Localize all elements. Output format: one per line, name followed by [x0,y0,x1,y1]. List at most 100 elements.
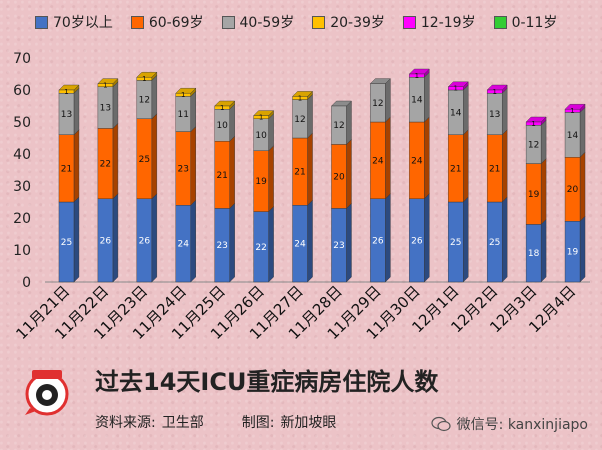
data-label: 1 [492,88,496,96]
data-label: 12 [139,96,150,106]
bar-segment [525,121,542,126]
bar-segment-side [73,129,80,203]
bar-segment-side [307,132,313,206]
data-label: 19 [528,190,540,200]
legend-item: 60-69岁 [130,12,204,32]
legend-swatch [402,15,416,29]
bar-segment-side [385,193,391,283]
bar-segment-side [190,199,196,283]
data-label: 18 [528,249,540,259]
bar-segment-side [540,218,547,283]
bar-segment-side [501,129,508,203]
data-label: 22 [100,160,111,170]
y-tick-label: 30 [13,179,31,195]
wechat-icon [431,416,451,432]
y-tick-label: 10 [13,243,31,259]
legend-label: 12-19岁 [420,15,476,31]
data-label: 25 [489,238,500,248]
bar-segment-side [579,215,586,283]
data-label: 23 [178,164,189,174]
bar-segment [564,108,581,113]
data-label: 11 [178,110,189,120]
bar-segment [97,83,114,87]
data-label: 1 [298,94,302,102]
chart-title: 过去14天ICU重症病房住院人数 [95,368,439,396]
legend-item: 70岁以上 [35,12,113,32]
data-label: 13 [61,110,72,120]
bar-segment [370,83,386,123]
data-label: 23 [216,241,227,251]
data-label: 21 [450,164,461,174]
data-label: 1 [181,91,185,99]
data-label: 1 [64,88,68,96]
bar-segment-side [385,78,391,123]
data-label: 24 [372,156,384,166]
data-label: 26 [411,236,423,246]
bar-segment [58,89,75,94]
bar-segment-side [268,145,274,213]
bar-segment-side [190,90,196,133]
bar-segment-side [463,196,469,283]
data-label: 12 [528,140,539,150]
bar-segment-side [190,126,196,206]
data-label: 25 [450,238,461,248]
data-label: 1 [103,82,107,90]
data-label: 25 [61,238,72,248]
y-tick-label: 70 [13,51,31,67]
source-label: 资料来源: [95,415,156,431]
bar-segment-side [151,113,158,200]
legend-item: 12-19岁 [402,12,476,32]
data-label: 26 [372,236,384,246]
data-label: 1 [259,114,263,122]
bar-segment-side [151,74,158,120]
data-label: 1 [142,75,146,83]
data-label: 1 [531,120,535,128]
legend-swatch [130,15,144,29]
data-label: 1 [454,85,458,93]
bar-segment [253,115,269,119]
data-label: 12 [372,99,383,109]
bar-segment [448,86,464,91]
made-value: 新加坡眼 [280,415,337,431]
bar-segment-side [579,151,586,222]
bar-segment-side [424,116,430,200]
legend-label: 0-11岁 [511,15,558,31]
legend-label: 40-59岁 [239,15,295,31]
data-label: 21 [294,168,305,178]
bar-segment-side [268,206,274,283]
bar-segment-side [112,81,119,129]
wechat-id: 微信号: kanxinjiapo [431,414,588,434]
data-label: 22 [255,243,266,253]
data-label: 24 [178,240,190,250]
data-label: 14 [567,131,579,141]
bar-segment-side [307,199,313,283]
made-label: 制图: [241,415,275,431]
bar-segment-side [229,135,235,209]
legend-swatch [35,15,48,29]
legend: 70岁以上 60-69岁 40-59岁 20-39岁 12-19岁 0-11岁 [35,12,557,32]
y-tick-label: 20 [13,211,31,227]
data-label: 19 [255,177,267,187]
data-label: 20 [567,185,579,195]
data-label: 1 [570,107,574,115]
data-label: 14 [411,96,423,106]
chart: 010203040506070252113111月21日262213111月22… [12,51,590,343]
bar-segment-side [307,94,313,139]
data-label: 23 [333,241,344,251]
data-label: 25 [139,155,150,165]
bar-segment-side [73,87,80,136]
bar-segment-side [112,122,119,200]
data-label: 21 [61,164,72,174]
bar-segment [486,89,503,94]
data-label: 26 [100,236,112,246]
bar-segment-side [463,84,469,136]
y-tick-label: 60 [13,83,31,99]
bar-segment-side [424,193,430,283]
legend-label: 20-39岁 [330,15,385,31]
bar-segment-side [346,100,352,145]
bar-segment-side [346,138,352,209]
y-tick-label: 0 [22,275,31,291]
bar-segment-side [463,129,469,203]
bar-segment-side [540,119,547,165]
bar-segment [214,105,230,110]
